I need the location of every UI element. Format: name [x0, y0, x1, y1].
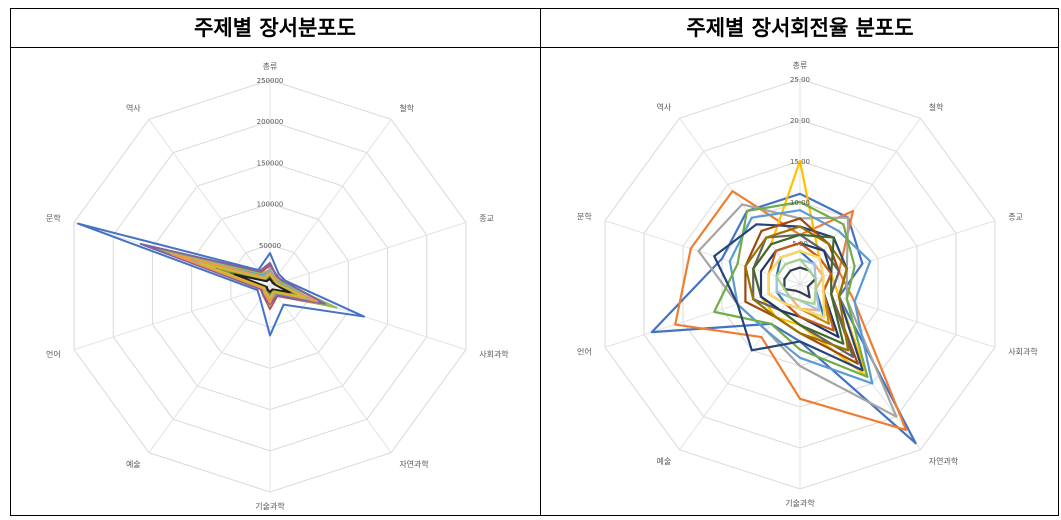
grid-spoke: [799, 220, 996, 285]
series-line-3: [151, 246, 338, 309]
tick-label: 100000: [257, 201, 284, 209]
series-line-12: [198, 262, 307, 299]
category-label: 총류: [263, 62, 278, 71]
category-label: 예술: [126, 459, 141, 469]
series-line-13: [767, 241, 835, 332]
grid-spoke: [269, 119, 392, 287]
tick-label: 10.00: [790, 199, 810, 207]
series-line-11: [752, 233, 845, 345]
tick-label: 150000: [257, 159, 284, 167]
category-label: 문학: [577, 211, 592, 221]
category-label: 역사: [126, 103, 141, 113]
tick-label: 50000: [259, 242, 281, 250]
grid-spoke: [269, 285, 392, 453]
series-line-17: [767, 250, 826, 319]
category-label: 철학: [399, 103, 414, 113]
series-line-6: [713, 200, 869, 378]
grid-spoke: [148, 285, 271, 453]
tick-label: 15.00: [790, 158, 810, 166]
category-label: 종교: [479, 214, 494, 223]
grid-spoke: [269, 221, 467, 287]
series-line-20: [775, 258, 817, 306]
series-line-7: [713, 223, 864, 372]
panel-divider: [540, 8, 541, 516]
grid-spoke: [73, 285, 271, 351]
category-label: 사회과학: [1008, 347, 1038, 357]
category-label: 총류: [793, 61, 808, 70]
right-chart-title: 주제별 장서회전율 분포도: [686, 15, 914, 40]
chart-frame: [10, 8, 1059, 516]
category-label: 문학: [46, 213, 61, 223]
tick-label: 20.00: [790, 117, 810, 125]
tick-label: 5.00: [792, 240, 808, 248]
title-row-divider: [10, 47, 1059, 48]
series-line-3: [697, 203, 898, 418]
category-label: 자연과학: [929, 456, 959, 466]
category-label: 언어: [46, 349, 61, 359]
collection-distribution-radar-chart: 250000 200000 150000 100000 50000 총류철학종교사회과학자…: [46, 62, 509, 511]
series-line-2: [674, 190, 908, 432]
category-label: 사회과학: [479, 349, 509, 359]
grid-spoke: [604, 220, 801, 285]
category-label: 언어: [577, 347, 592, 357]
series-line-4: [139, 242, 326, 306]
circulation-rate-radar-chart: 25.00 20.00 15.00 10.00 5.00 총류철학종교사회과학자연과학기술…: [577, 61, 1038, 508]
tick-label: 250000: [257, 77, 284, 85]
category-label: 예술: [657, 456, 672, 466]
category-label: 기술과학: [255, 501, 285, 511]
category-label: 자연과학: [399, 459, 429, 469]
category-label: 역사: [657, 102, 672, 112]
series-line-11: [233, 273, 291, 294]
series-line-5: [728, 209, 874, 385]
grid-spoke: [148, 119, 271, 287]
series-line-1: [77, 222, 366, 337]
grid-spoke: [679, 117, 801, 285]
grid-spoke: [799, 283, 921, 451]
left-chart-title: 주제별 장서분포도: [194, 15, 356, 40]
grid-spoke: [604, 283, 801, 348]
category-label: 종교: [1008, 212, 1023, 221]
series-line-10: [744, 225, 850, 352]
tick-label: 200000: [257, 118, 284, 126]
category-label: 기술과학: [785, 498, 815, 508]
grid-spoke: [679, 283, 801, 451]
tick-label: 25.00: [790, 76, 810, 84]
category-label: 철학: [929, 102, 944, 112]
